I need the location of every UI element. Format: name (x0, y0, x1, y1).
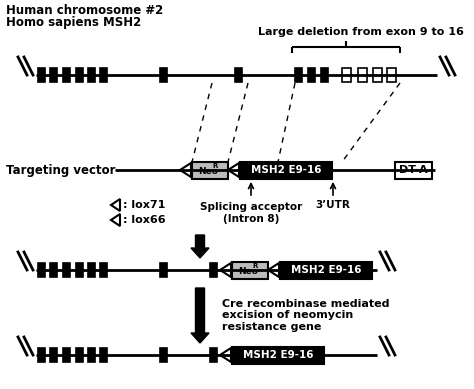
Bar (38, 348, 45, 362)
Bar (210, 348, 217, 362)
Polygon shape (191, 235, 209, 258)
Bar (76, 348, 83, 362)
Text: Cre recombinase mediated
excision of neomycin
resistance gene: Cre recombinase mediated excision of neo… (222, 299, 390, 332)
Text: : lox66: : lox66 (123, 215, 165, 225)
Text: Targeting vector: Targeting vector (6, 163, 116, 177)
Text: R: R (212, 163, 218, 169)
Bar (100, 68, 107, 82)
Polygon shape (180, 163, 191, 177)
Bar (38, 263, 45, 277)
Polygon shape (111, 199, 120, 211)
Bar (50, 68, 57, 82)
Bar (38, 68, 45, 82)
Text: Human chromosome #2: Human chromosome #2 (6, 4, 163, 17)
Bar (88, 263, 95, 277)
Text: MSH2 E9-16: MSH2 E9-16 (243, 350, 313, 360)
Text: Homo sapiens MSH2: Homo sapiens MSH2 (6, 16, 141, 29)
Text: Splicing acceptor
(Intron 8): Splicing acceptor (Intron 8) (200, 202, 302, 224)
Text: Neo: Neo (198, 166, 218, 175)
Text: DT-A: DT-A (399, 165, 428, 175)
Bar (308, 68, 315, 82)
Bar (395, 162, 432, 179)
Bar (63, 68, 70, 82)
Bar (342, 68, 351, 82)
Bar (373, 68, 382, 82)
Bar (232, 262, 268, 279)
Bar (160, 68, 167, 82)
Bar (321, 68, 328, 82)
Bar (210, 263, 217, 277)
Bar (358, 68, 367, 82)
Bar (88, 348, 95, 362)
Bar (63, 263, 70, 277)
Bar (50, 348, 57, 362)
Bar (100, 348, 107, 362)
Bar (280, 262, 372, 279)
Bar (240, 162, 332, 179)
Bar (76, 68, 83, 82)
Bar (76, 263, 83, 277)
Text: Neo: Neo (238, 266, 258, 275)
Polygon shape (220, 348, 231, 362)
Text: 3’UTR: 3’UTR (316, 200, 350, 210)
Bar (50, 263, 57, 277)
Polygon shape (111, 214, 120, 226)
Bar (192, 162, 228, 179)
Text: Large deletion from exon 9 to 16: Large deletion from exon 9 to 16 (258, 27, 464, 37)
Bar (295, 68, 302, 82)
Bar (88, 68, 95, 82)
Polygon shape (228, 163, 239, 177)
Text: MSH2 E9-16: MSH2 E9-16 (291, 265, 361, 275)
Bar (232, 347, 324, 364)
Bar (63, 348, 70, 362)
Bar (100, 263, 107, 277)
Polygon shape (268, 263, 279, 277)
Bar (160, 348, 167, 362)
Bar (387, 68, 396, 82)
Text: MSH2 E9-16: MSH2 E9-16 (251, 165, 321, 175)
Bar (160, 263, 167, 277)
Bar (235, 68, 242, 82)
Text: R: R (252, 263, 258, 269)
Text: : lox71: : lox71 (123, 200, 165, 210)
Polygon shape (191, 288, 209, 343)
Polygon shape (220, 263, 231, 277)
